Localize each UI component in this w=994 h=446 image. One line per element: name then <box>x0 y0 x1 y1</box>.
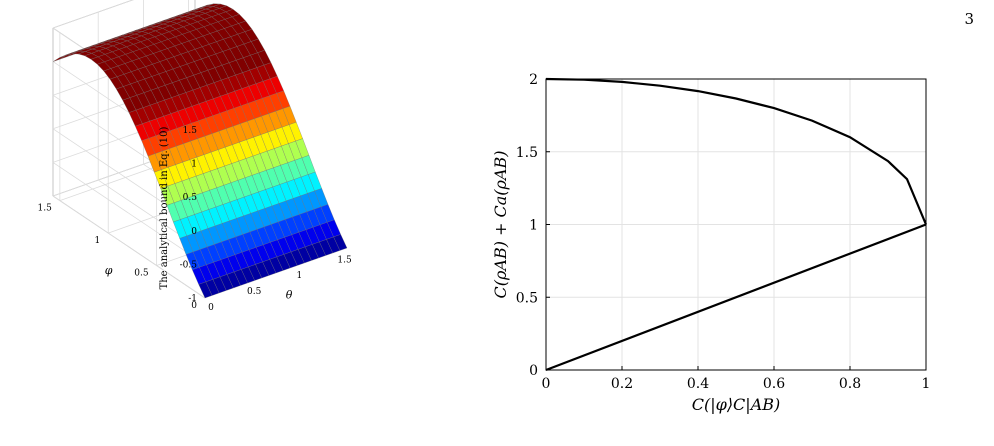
x-tick-label: 0 <box>542 376 551 392</box>
x-axis-label: C(|φ⟩C|AB) <box>692 395 781 414</box>
x-tick-label: 0.2 <box>611 376 633 392</box>
phi-tick-label: 0 <box>191 301 197 311</box>
x-tick-label: 1 <box>922 376 931 392</box>
phi-tick-label: 0.5 <box>134 269 149 279</box>
z-tick-label: 1 <box>191 160 197 170</box>
theta-tick-label: 1.5 <box>337 255 352 265</box>
x-tick-label: 0.6 <box>763 376 785 392</box>
upper-curve-line <box>545 77 928 225</box>
y-tick-label: 1.5 <box>516 145 538 161</box>
z-tick-label: -0.5 <box>180 260 198 270</box>
y-tick-label: 0 <box>529 363 538 379</box>
x-tick-label: 0.4 <box>687 376 709 392</box>
phi-tick-label: 1.5 <box>38 204 53 214</box>
x-tick-label: 0.8 <box>839 376 861 392</box>
z-gridline <box>52 0 134 29</box>
z-gridline <box>52 195 206 299</box>
theta-tick-label: 1 <box>297 271 303 281</box>
y-tick-label: 2 <box>529 72 538 88</box>
z-tick-label: 1.5 <box>183 126 198 136</box>
z-axis-label: The analytical bound in Eq. (10) <box>159 126 170 289</box>
surface-patch <box>333 234 348 251</box>
z-tick-label: -1 <box>188 294 197 304</box>
y-tick-label: 1 <box>529 218 538 234</box>
z-tick-label: 0 <box>191 227 197 237</box>
theta-tick-label: 0.5 <box>247 287 262 297</box>
lower-diagonal-line <box>545 223 927 372</box>
y-axis-label: C(ρAB) + Ca(ρAB) <box>491 150 510 298</box>
theta-tick-label: 0 <box>208 303 214 313</box>
z-gridline <box>52 162 206 265</box>
phi-axis-label: φ <box>105 264 113 277</box>
theta-axis-label: θ <box>286 289 293 302</box>
phi-tick-label: 1 <box>94 236 100 246</box>
page-number: 3 <box>964 10 974 28</box>
line-plot <box>545 77 928 372</box>
surface-mesh <box>52 3 348 299</box>
z-tick-label: 0.5 <box>183 193 198 203</box>
y-tick-label: 0.5 <box>516 290 538 306</box>
